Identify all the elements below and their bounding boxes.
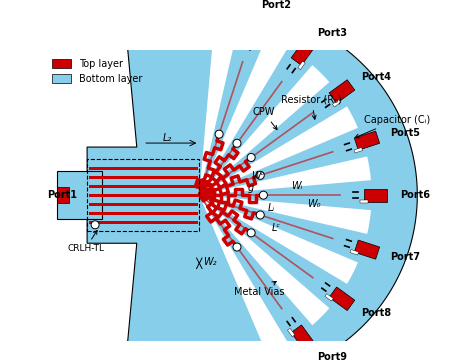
Text: Port2: Port2 [261, 0, 291, 9]
Bar [89, 167, 198, 170]
Text: Port1: Port1 [47, 190, 77, 200]
Bar [350, 249, 359, 255]
Wedge shape [199, 24, 238, 195]
Text: Port4: Port4 [361, 72, 392, 82]
Bar [332, 100, 341, 107]
Text: Port9: Port9 [317, 352, 347, 362]
Text: CRLH-TL: CRLH-TL [67, 231, 104, 253]
Text: Resistor (R₀): Resistor (R₀) [281, 95, 342, 119]
Circle shape [215, 130, 223, 138]
Bar [89, 221, 198, 224]
Text: Port3: Port3 [317, 28, 347, 38]
Bar [291, 325, 315, 351]
Bar [57, 187, 69, 203]
Circle shape [259, 191, 267, 199]
Bar [89, 184, 198, 188]
Bar [360, 200, 368, 203]
Bar [329, 80, 355, 103]
Circle shape [247, 229, 255, 237]
Bar [355, 240, 380, 259]
Bar [244, 15, 264, 40]
Text: L₂: L₂ [163, 132, 172, 143]
Text: Wᶜ: Wᶜ [251, 171, 264, 181]
Text: Port8: Port8 [361, 308, 392, 318]
Bar [254, 36, 259, 44]
Text: Capacitor (Cᵢ): Capacitor (Cᵢ) [355, 115, 430, 138]
Bar [329, 287, 355, 311]
Wedge shape [199, 195, 329, 325]
Text: Lᵢ: Lᵢ [267, 203, 274, 213]
Circle shape [233, 139, 241, 147]
Wedge shape [199, 195, 371, 234]
Wedge shape [199, 37, 288, 195]
Text: CPW: CPW [252, 107, 277, 130]
Bar [89, 176, 198, 179]
Bar [298, 61, 305, 70]
Circle shape [247, 154, 255, 162]
Text: Port5: Port5 [390, 128, 420, 138]
Bar [354, 147, 363, 153]
Circle shape [233, 243, 241, 251]
Legend: Top layer, Bottom layer: Top layer, Bottom layer [48, 55, 146, 87]
Wedge shape [199, 195, 358, 284]
Bar [288, 328, 295, 337]
Circle shape [256, 171, 264, 179]
Polygon shape [87, 11, 417, 363]
Wedge shape [199, 195, 288, 354]
Bar [89, 193, 198, 197]
Wedge shape [199, 156, 371, 195]
Circle shape [91, 221, 99, 229]
Text: W₂: W₂ [203, 257, 217, 267]
Text: Port7: Port7 [390, 252, 420, 262]
Bar [89, 212, 198, 215]
Text: Metal Vias: Metal Vias [234, 281, 285, 297]
Text: Port6: Port6 [400, 190, 429, 200]
Bar [365, 189, 387, 201]
Bar [89, 203, 198, 206]
Bar [57, 171, 101, 219]
Bar [325, 294, 333, 301]
Bar [355, 131, 380, 150]
Bar [291, 40, 315, 65]
Text: Wᵢ: Wᵢ [292, 181, 303, 191]
Wedge shape [199, 106, 358, 195]
Wedge shape [199, 65, 329, 195]
Text: W₀: W₀ [308, 199, 321, 209]
Bar [87, 159, 199, 231]
Circle shape [256, 211, 264, 219]
Text: g: g [247, 183, 254, 193]
Text: Lᶜ: Lᶜ [272, 223, 281, 233]
